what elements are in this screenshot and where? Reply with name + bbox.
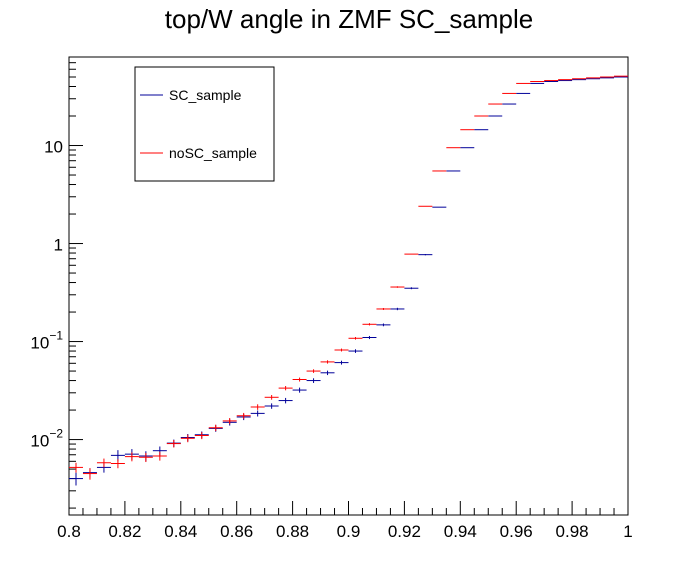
data-point (208, 424, 223, 432)
data-point (306, 369, 321, 373)
data-point (320, 370, 335, 376)
data-point (292, 387, 307, 393)
data-point (278, 397, 293, 404)
data-point (138, 452, 153, 463)
data-point (362, 323, 377, 326)
data-point (292, 377, 307, 382)
data-point (404, 287, 419, 290)
x-tick-label: 0.8 (57, 522, 81, 541)
chart-title: top/W angle in ZMF SC_sample (164, 4, 534, 34)
legend-box (134, 66, 275, 182)
x-tick-label: 0.94 (444, 522, 477, 541)
data-point (390, 286, 405, 288)
x-tick-label: 0.98 (556, 522, 589, 541)
data-point (69, 462, 83, 473)
legend-label-nosc-sample: noSC_sample (169, 145, 257, 161)
data-point (152, 451, 167, 461)
data-point (264, 403, 279, 409)
data-point (362, 335, 377, 340)
data-point (306, 378, 321, 383)
legend-label-sc-sample: SC_sample (169, 87, 242, 103)
data-point (194, 432, 209, 440)
x-tick-label: 0.96 (500, 522, 533, 541)
data-point (334, 360, 349, 365)
data-point (222, 417, 237, 425)
x-tick-label: 0.9 (337, 522, 361, 541)
data-point (348, 349, 363, 353)
x-tick-label: 1 (623, 522, 632, 541)
data-point (376, 323, 391, 327)
data-point (264, 394, 279, 400)
data-point (250, 404, 265, 410)
x-axis: 0.8 0.82 0.84 0.86 0.88 0.9 0.92 0.94 0.96 0.98 1 (57, 501, 633, 541)
data-point (236, 412, 251, 419)
data-point (124, 452, 139, 462)
data-point (376, 307, 391, 310)
y-tick-label: 10−1 (30, 329, 63, 353)
x-tick-label: 0.84 (164, 522, 197, 541)
y-axis: 10−2 10−1 1 10 (30, 56, 83, 509)
series-layer (69, 75, 628, 486)
x-tick-label: 0.82 (108, 522, 141, 541)
legend: SC_sample noSC_sample (134, 66, 275, 182)
data-point (69, 472, 83, 486)
data-point (82, 468, 97, 480)
data-point (180, 434, 195, 443)
x-tick-label: 0.92 (388, 522, 421, 541)
x-tick-label: 0.88 (276, 522, 309, 541)
data-point (390, 307, 405, 311)
y-tick-label: 10−2 (30, 427, 63, 451)
data-point (250, 410, 265, 417)
data-point (334, 348, 349, 352)
data-point (166, 439, 181, 448)
data-point (348, 336, 363, 340)
series-nosc-sample (69, 75, 628, 480)
x-tick-label: 0.86 (220, 522, 253, 541)
data-point (278, 385, 293, 391)
data-point (96, 458, 111, 468)
y-tick-label: 10 (44, 138, 63, 157)
y-tick-label: 1 (54, 236, 63, 255)
data-point (320, 360, 335, 364)
data-point (418, 254, 433, 256)
data-point (110, 459, 125, 469)
